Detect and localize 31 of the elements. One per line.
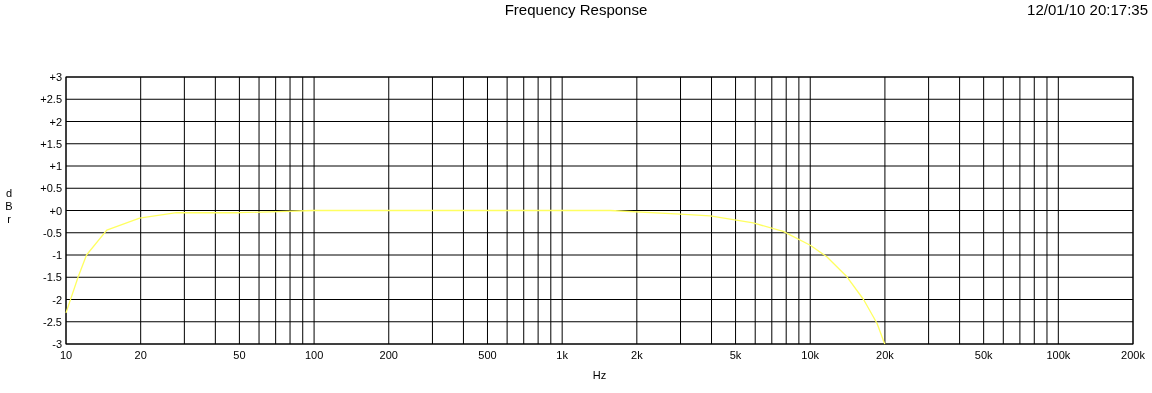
y-tick-label: +0.5 — [40, 182, 62, 195]
x-tick-label: 10k — [801, 349, 820, 361]
x-tick-label: 2k — [631, 349, 644, 361]
y-tick-label: -3 — [52, 338, 62, 350]
x-tick-label: 200 — [379, 349, 398, 361]
x-tick-label: 10 — [59, 349, 73, 361]
x-tick-label: 20k — [876, 349, 895, 361]
y-tick-label: +3 — [49, 71, 62, 83]
x-tick-label: 500 — [478, 349, 497, 361]
x-tick-label: 100k — [1046, 349, 1071, 361]
y-axis-title: dBr — [5, 186, 13, 225]
y-tick-label: +0 — [49, 204, 62, 217]
y-tick-label: -1 — [52, 249, 62, 261]
x-axis-title: Hz — [592, 369, 607, 381]
y-tick-label: +2 — [49, 115, 62, 128]
x-tick-label: 200k — [1121, 349, 1146, 361]
x-tick-label: 50k — [974, 349, 993, 361]
y-tick-label: -1.5 — [43, 271, 62, 284]
text: 12/01/10 20:17:35 — [1027, 1, 1148, 18]
y-tick-label: -2 — [52, 293, 62, 306]
x-tick-label: 20 — [134, 349, 147, 361]
chart-title: Frequency Response — [504, 1, 648, 18]
y-tick-label: -0.5 — [43, 226, 62, 239]
x-tick-label: 1k — [556, 349, 569, 361]
x-tick-label: 50 — [233, 349, 246, 361]
x-tick-label: 100 — [304, 349, 324, 361]
y-tick-label: +1.5 — [40, 137, 62, 150]
y-tick-label: +2.5 — [40, 93, 62, 106]
y-tick-label: +1 — [49, 160, 62, 172]
y-tick-label: -2.5 — [43, 315, 62, 328]
x-tick-label: 5k — [729, 349, 742, 361]
